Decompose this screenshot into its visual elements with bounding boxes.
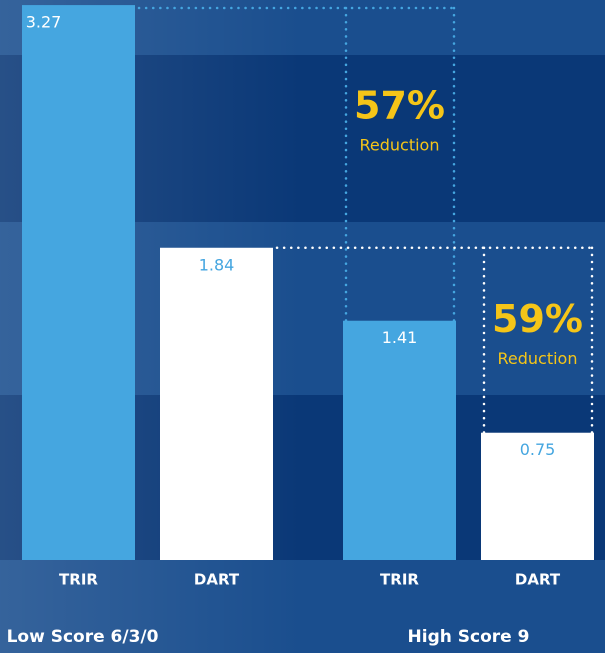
bar xyxy=(481,432,594,560)
series-label: DART xyxy=(515,571,561,589)
category-label: High Score 9 xyxy=(408,627,530,647)
value-label: 0.75 xyxy=(520,440,556,459)
bar xyxy=(343,320,456,560)
series-label: TRIR xyxy=(59,571,98,589)
bar xyxy=(22,5,135,561)
value-label: 3.27 xyxy=(26,13,62,32)
series-label: TRIR xyxy=(380,571,419,589)
annotation-value: 59% xyxy=(492,297,583,341)
annotation-text: Reduction xyxy=(360,136,440,155)
annotation-text: Reduction xyxy=(498,349,578,368)
category-label: Low Score 6/3/0 xyxy=(7,627,159,647)
bar xyxy=(160,247,273,560)
value-label: 1.84 xyxy=(199,255,235,274)
value-label: 1.41 xyxy=(382,328,418,347)
annotation-value: 57% xyxy=(354,84,445,128)
series-label: DART xyxy=(194,571,240,589)
